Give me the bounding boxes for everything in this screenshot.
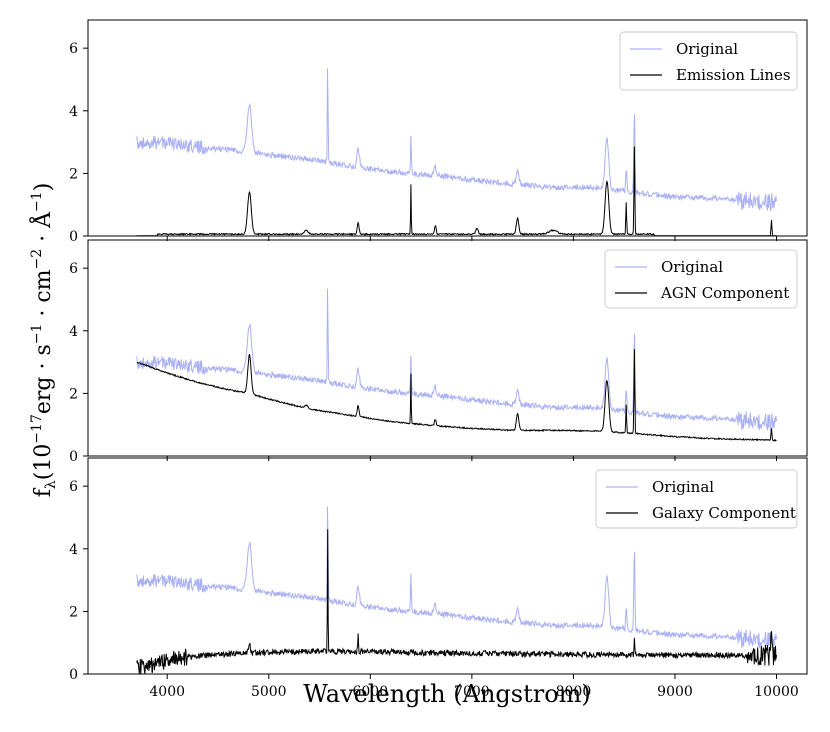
y-tick-label: 6 — [69, 261, 78, 277]
panel-2: 0 2 4 6 Original AGN Component — [69, 239, 808, 465]
plot-frame — [87, 19, 808, 237]
legend-label: Galaxy Component — [652, 504, 796, 522]
plot-area — [136, 288, 777, 442]
legend: Original Emission Lines — [619, 31, 798, 91]
y-tick-label: 4 — [69, 324, 78, 340]
x-tick-label: 10000 — [754, 684, 799, 700]
y-tick-label: 2 — [69, 604, 78, 620]
legend-box — [595, 469, 798, 529]
y-tick-label: 0 — [69, 229, 78, 245]
emission-series — [136, 146, 777, 236]
legend-label: Original — [676, 40, 738, 58]
galaxy-series — [136, 529, 777, 674]
y-tick-label: 0 — [69, 449, 78, 465]
y-tick-label: 6 — [69, 41, 78, 57]
agn-series — [136, 349, 777, 442]
y-tick-label: 2 — [69, 386, 78, 402]
plot-area — [136, 68, 777, 236]
legend-label: Emission Lines — [676, 66, 791, 84]
legend-label: Original — [661, 258, 723, 276]
plot-frame — [87, 239, 808, 457]
x-tick-label: 6000 — [352, 684, 388, 700]
y-tick-label: 4 — [69, 542, 78, 558]
x-tick-label: 4000 — [149, 684, 185, 700]
y-tick-label: 2 — [69, 166, 78, 182]
original-series — [136, 506, 777, 650]
plot-area — [136, 506, 777, 674]
legend-label: Original — [652, 478, 714, 496]
legend-label: AGN Component — [660, 284, 789, 302]
y-tick-label: 0 — [69, 667, 78, 683]
legend: Original Galaxy Component — [595, 469, 798, 529]
x-tick-label: 8000 — [556, 684, 592, 700]
plot-frame — [87, 457, 808, 675]
legend-box — [619, 31, 798, 91]
original-series — [136, 68, 777, 212]
x-tick-label: 9000 — [657, 684, 693, 700]
legend: Original AGN Component — [604, 249, 798, 309]
y-tick-label: 6 — [69, 479, 78, 495]
y-axis-title: fλ(10−17erg · s−1 · cm−2 · Å−1) — [28, 183, 59, 498]
y-tick-label: 4 — [69, 104, 78, 120]
panel-1: 0 2 4 6 Original Emission Lines — [69, 19, 808, 245]
x-tick-label: 7000 — [454, 684, 490, 700]
legend-box — [604, 249, 798, 309]
x-tick-label: 5000 — [251, 684, 287, 700]
original-series — [136, 288, 777, 432]
x-axis-title: Wavelength (Angstrom) — [303, 680, 591, 708]
svg-text:fλ(10−17erg · s−1 · cm−2 · Å−1: fλ(10−17erg · s−1 · cm−2 · Å−1) — [28, 183, 59, 498]
panel-3: 0 2 4 6 4000 5000 6000 7000 8000 9000 10000 Origina… — [69, 457, 808, 700]
